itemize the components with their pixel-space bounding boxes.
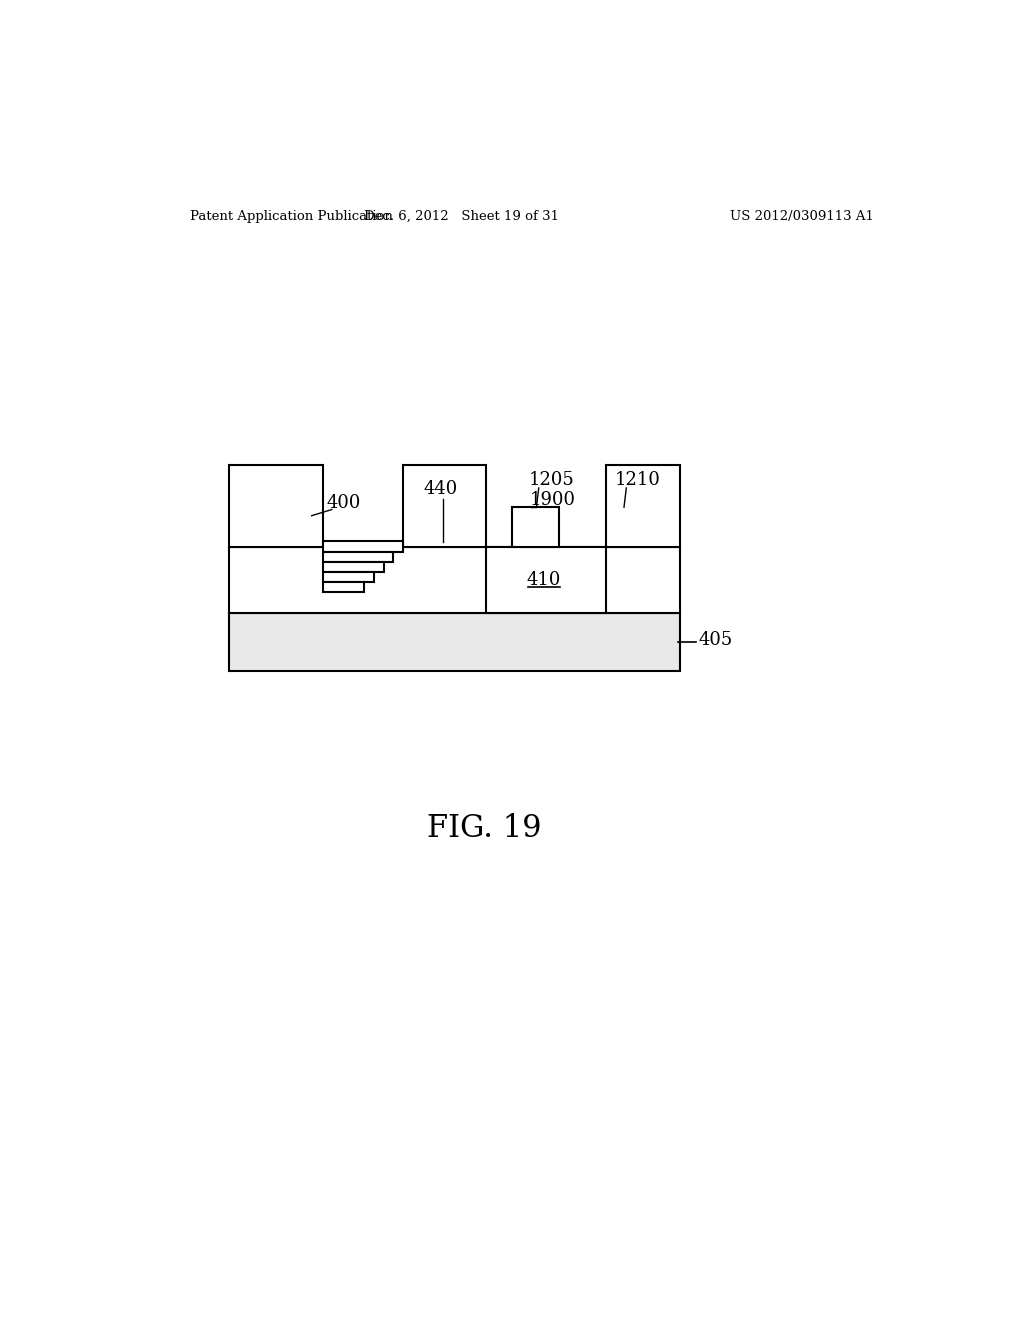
Text: 1210: 1210: [615, 471, 660, 490]
Text: 410: 410: [527, 572, 561, 589]
Text: 1900: 1900: [529, 491, 575, 510]
Text: FIG. 19: FIG. 19: [427, 813, 542, 843]
Text: 440: 440: [423, 480, 458, 499]
Bar: [324, 562, 384, 572]
Text: 1205: 1205: [528, 471, 574, 490]
Text: Dec. 6, 2012   Sheet 19 of 31: Dec. 6, 2012 Sheet 19 of 31: [364, 210, 559, 223]
Bar: [324, 572, 374, 582]
Bar: [403, 465, 486, 548]
Bar: [324, 582, 364, 591]
Text: Patent Application Publication: Patent Application Publication: [190, 210, 393, 223]
Bar: [606, 465, 680, 548]
Bar: [228, 465, 324, 548]
Bar: [324, 552, 393, 562]
Text: 405: 405: [698, 631, 732, 648]
Text: 400: 400: [327, 495, 360, 512]
Bar: [324, 541, 403, 552]
Bar: [228, 548, 680, 612]
Bar: [486, 548, 606, 612]
Bar: [228, 612, 680, 671]
Text: US 2012/0309113 A1: US 2012/0309113 A1: [730, 210, 874, 223]
Bar: [512, 507, 559, 548]
